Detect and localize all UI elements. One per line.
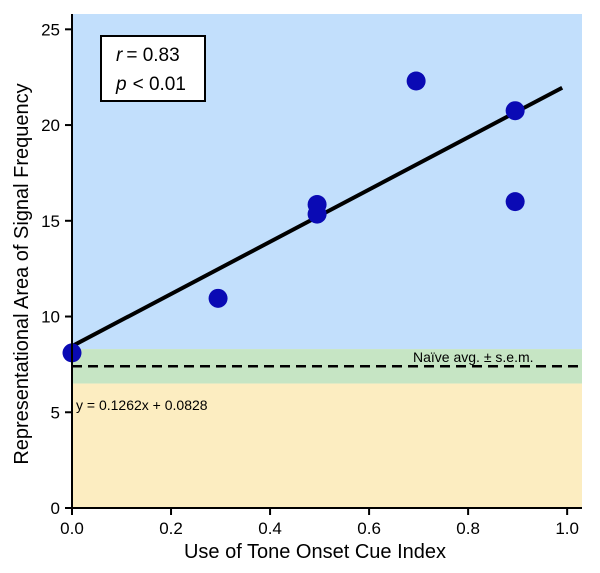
y-tick-label: 10 [41, 308, 60, 327]
naive-label: Naïve avg. ± s.e.m. [413, 349, 534, 365]
p-symbol: p [115, 74, 127, 95]
x-tick-label: 1.0 [555, 519, 579, 538]
data-point-4 [307, 204, 327, 224]
x-tick-label: 0.8 [456, 519, 480, 538]
data-point-6 [505, 101, 525, 121]
y-axis-title: Representational Area of Signal Frequenc… [11, 83, 33, 464]
y-tick-label: 15 [41, 212, 60, 231]
axes: 0 5 10 15 20 25 0.0 0.2 0.4 0.6 0.8 1.0 [41, 14, 582, 538]
r-stat: r = 0.83 [116, 45, 180, 66]
y-tick-label: 20 [41, 116, 60, 135]
y-tick-label: 5 [51, 403, 60, 422]
x-tick-label: 0.2 [159, 519, 183, 538]
data-point-2 [208, 288, 228, 308]
y-tick-label: 25 [41, 20, 60, 39]
x-tick-label: 0.6 [357, 519, 381, 538]
x-tick-label: 0.4 [258, 519, 282, 538]
data-point-5 [406, 71, 426, 91]
data-points [62, 71, 525, 363]
stats-box: r = 0.83 p < 0.01 [100, 35, 206, 102]
y-tick-label: 0 [51, 499, 60, 518]
equation-label: y = 0.1262x + 0.0828 [76, 397, 208, 413]
p-stat: p < 0.01 [115, 74, 186, 95]
region-below-naive [72, 383, 582, 508]
r-symbol: r [116, 45, 123, 66]
x-axis-title: Use of Tone Onset Cue Index [184, 541, 446, 563]
p-value: < 0.01 [133, 74, 186, 95]
r-value: = 0.83 [126, 45, 179, 66]
data-point-7 [505, 192, 525, 212]
x-tick-label: 0.0 [60, 519, 84, 538]
background-bands [72, 14, 582, 508]
